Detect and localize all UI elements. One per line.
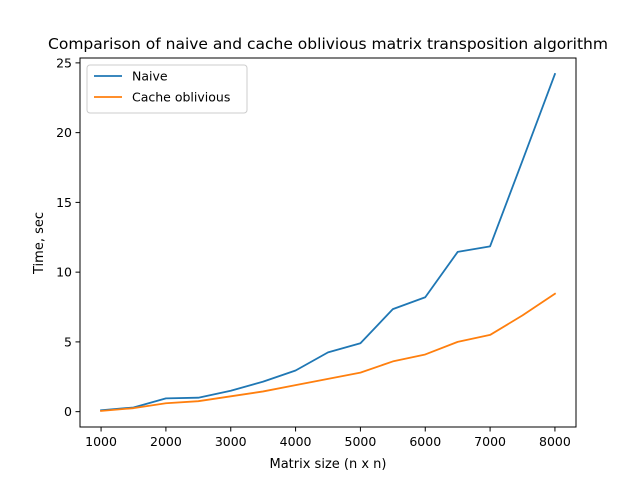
y-tick-label: 20 [56,125,72,140]
x-tick-label: 2000 [150,434,182,449]
x-axis-label: Matrix size (n x n) [270,457,387,472]
series-line-naive [100,72,557,412]
x-tick-label: 3000 [215,434,247,449]
y-tick-label: 10 [56,265,72,280]
legend-box [86,64,248,114]
x-tick-label: 7000 [474,434,506,449]
y-axis-label: Time, sec [32,212,47,275]
legend-label-cache-oblivious: Cache oblivious [132,90,230,105]
chart-title: Comparison of naive and cache oblivious … [48,35,608,53]
plot-area: 1000 2000 3000 4000 5000 6000 7000 8000 0 5 10 15 20… [56,55,577,449]
y-tick-label: 15 [56,195,72,210]
x-tick-label: 4000 [280,434,312,449]
x-tick-label: 5000 [345,434,377,449]
y-tick-label: 0 [64,404,72,419]
legend-label-naive: Naive [132,69,168,84]
legend: Naive Cache oblivious [86,64,248,114]
y-tick-label: 25 [56,55,72,70]
x-tick-label: 8000 [539,434,571,449]
y-tick-label: 5 [64,334,72,349]
x-tick-label: 1000 [85,434,117,449]
axes-frame [79,57,577,428]
series-line-cache-oblivious [100,292,557,412]
x-tick-label: 6000 [409,434,441,449]
